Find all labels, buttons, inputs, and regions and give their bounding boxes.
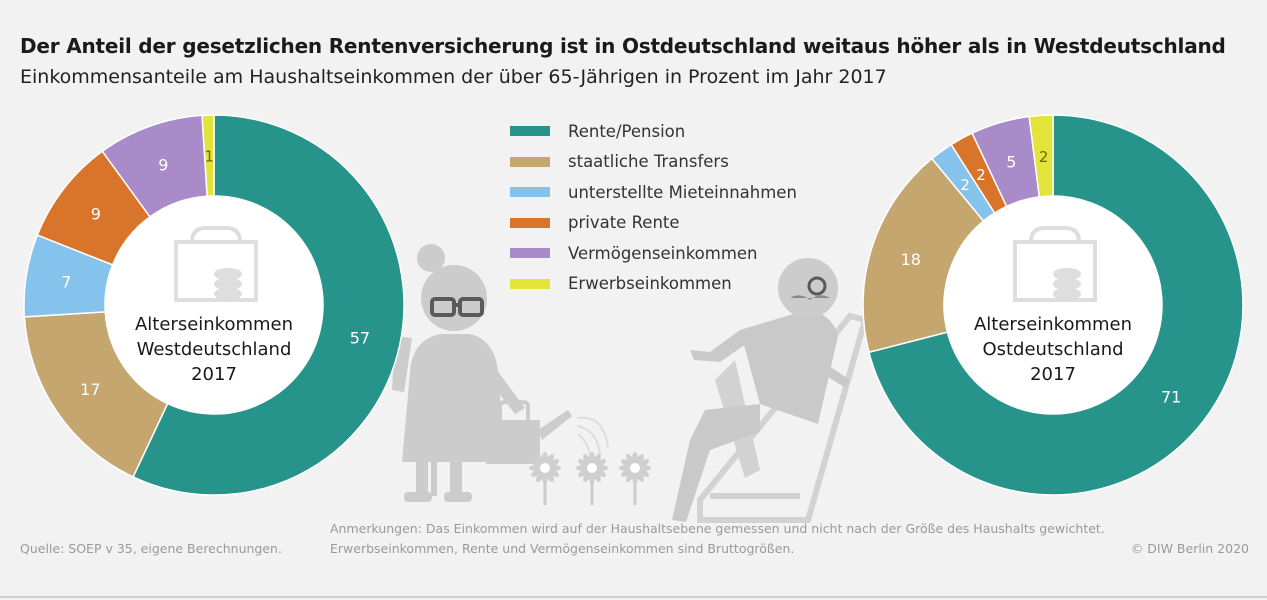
legend-item-private-rente: private Rente [510,208,797,239]
slice-value-label: 18 [901,250,921,269]
flower-petal [636,459,650,468]
legend-item-rente: Rente/Pension [510,116,797,147]
legend-label: Erwerbseinkommen [568,274,732,294]
flower-petal [530,459,544,468]
slice-value-label: 2 [1039,148,1049,166]
slice-value-label: 17 [80,380,100,399]
slice-value-label: 9 [91,204,101,223]
slice-value-label: 2 [960,176,970,194]
center-label-east-line1: Alterseinkommen [974,314,1132,335]
source-note: Quelle: SOEP v 35, eigene Berechnungen. [20,541,282,556]
purse-icon [174,226,258,302]
flower-petal [626,469,635,483]
flower-petal [536,469,545,483]
flower-petal [583,469,592,483]
flower-petal [592,453,601,467]
slice-value-label: 9 [158,155,168,174]
slice-value-label: 5 [1006,152,1016,171]
grandfather-face [790,276,830,300]
donut-west-center [105,196,323,414]
center-label-east-line3: 2017 [1030,364,1076,385]
flower-petal [577,459,591,468]
legend-label: unterstellte Mieteinnahmen [568,182,797,202]
flower-center [630,463,640,473]
legend-label: Rente/Pension [568,121,686,141]
flower-petal [593,468,607,477]
flower-petal [546,459,560,468]
legend-item-miete: unterstellte Mieteinnahmen [510,177,797,208]
legend-item-transfers: staatliche Transfers [510,147,797,178]
bottom-divider [0,596,1267,598]
legend-swatch [510,278,550,289]
center-label-east-line2: Ostdeutschland [982,339,1123,360]
legend-item-erwerb: Erwerbseinkommen [510,269,797,300]
purse-icon [1013,226,1097,302]
slice-value-label: 7 [61,273,71,292]
legend-swatch [510,187,550,198]
slice-value-label: 2 [976,166,986,184]
woman-glasses [430,297,484,317]
flower-petal [593,459,607,468]
copyright: © DIW Berlin 2020 [1130,541,1249,556]
flower-petal [635,453,644,467]
grandfather-illustration [672,258,869,523]
flower-petal [636,468,650,477]
legend-label: private Rente [568,213,680,233]
legend-swatch [510,217,550,228]
flower-petal [545,453,554,467]
footnote: Anmerkungen: Das Einkommen wird auf der … [330,521,1105,556]
slice-value-label: 57 [350,329,370,348]
chart-title: Der Anteil der gesetzlichen Rentenversic… [20,34,1226,58]
chart-subtitle: Einkommensanteile am Haushaltseinkommen … [20,66,887,88]
center-label-west-line2: Westdeutschland [137,339,292,360]
flower-center [540,463,550,473]
legend-swatch [510,248,550,259]
center-label-west-line3: 2017 [191,364,237,385]
slice-value-label: 71 [1161,388,1181,407]
legend-item-vermoegen: Vermögenseinkommen [510,238,797,269]
legend-label: Vermögenseinkommen [568,243,758,263]
legend: Rente/Pension staatliche Transfers unter… [510,116,797,299]
legend-label: staatliche Transfers [568,152,729,172]
flower-petal [620,459,634,468]
center-label-west-line1: Alterseinkommen [135,314,293,335]
flowers-illustration [529,452,651,505]
flower-center [587,463,597,473]
legend-swatch [510,126,550,137]
flower-petal [546,468,560,477]
donut-east-center [944,196,1162,414]
legend-swatch [510,156,550,167]
slice-value-label: 1 [205,148,215,166]
